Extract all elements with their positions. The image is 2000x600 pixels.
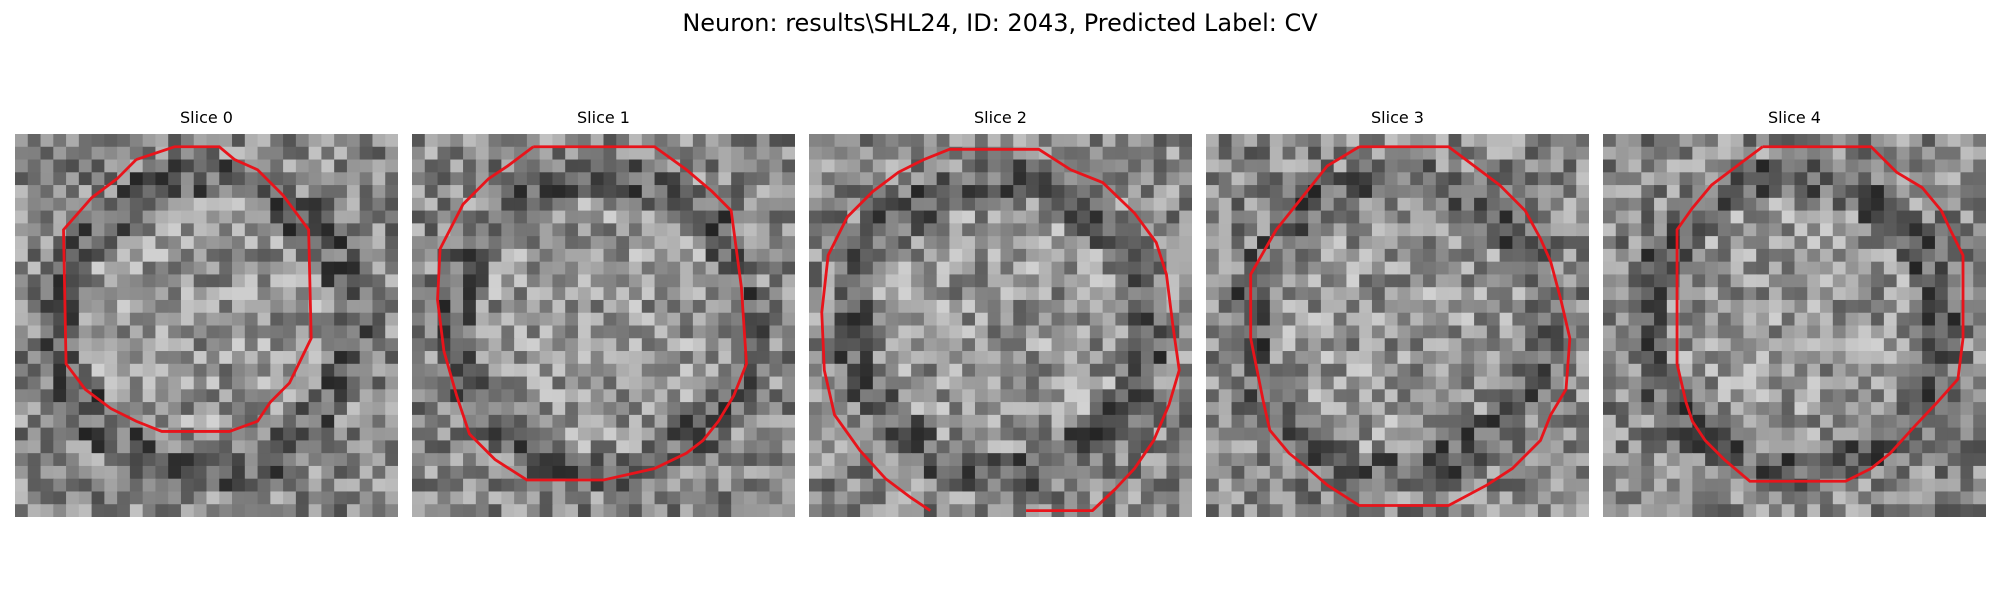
slice-panel-3: Slice 3: [1206, 108, 1589, 521]
slice-image-0: [15, 134, 398, 517]
figure-title: Neuron: results\SHL24, ID: 2043, Predict…: [682, 9, 1318, 37]
slice-title-3: Slice 3: [1371, 108, 1424, 127]
slice-image-4: [1603, 134, 1986, 517]
slice-title-2: Slice 2: [974, 108, 1027, 127]
slice-image-2: [809, 134, 1192, 517]
slice-panel-2: Slice 2: [809, 108, 1192, 521]
slice-title-1: Slice 1: [577, 108, 630, 127]
slice-title-0: Slice 0: [180, 108, 233, 127]
slice-image-3: [1206, 134, 1589, 517]
slice-title-4: Slice 4: [1768, 108, 1821, 127]
slice-panel-1: Slice 1: [412, 108, 795, 521]
slice-panel-4: Slice 4: [1603, 108, 1986, 521]
slice-panel-0: Slice 0: [15, 108, 398, 521]
slice-image-1: [412, 134, 795, 517]
